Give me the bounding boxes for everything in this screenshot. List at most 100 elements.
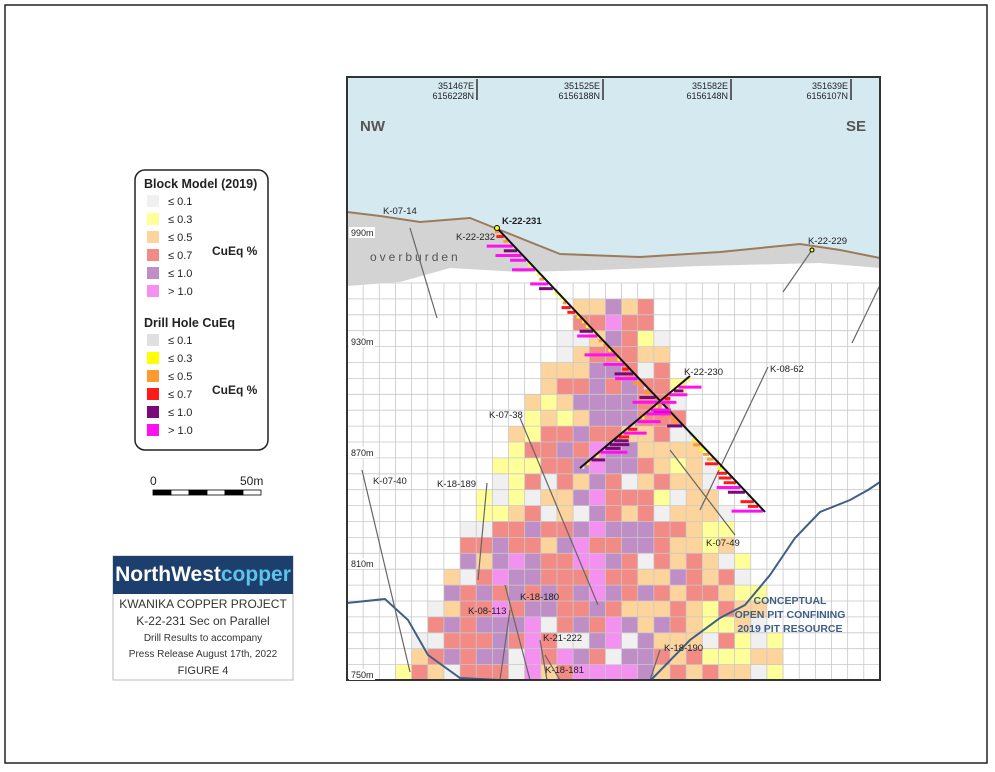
block-cell: [540, 505, 557, 522]
block-cell: [556, 457, 574, 474]
block-cell: [686, 426, 703, 442]
block-cell: [621, 457, 638, 474]
drill-hole-label: K-18-190: [664, 643, 703, 654]
block-cell: [540, 632, 557, 649]
block-cell: [476, 489, 493, 506]
block-cell: [589, 442, 606, 458]
assay-bar: [723, 481, 736, 485]
block-cell: [605, 616, 622, 633]
block-cell: [718, 521, 735, 538]
block-cell: [750, 632, 767, 649]
block-cell: [589, 489, 606, 506]
block-cell: [702, 489, 719, 506]
block-cell: [621, 378, 638, 395]
assay-bar: [727, 490, 745, 494]
assay-bar: [618, 435, 630, 439]
block-cell: [508, 616, 525, 633]
scale-segment: [224, 489, 244, 496]
block-cell: [621, 473, 638, 490]
assay-bar: [717, 471, 728, 475]
logo-band: [113, 556, 293, 594]
block-cell: [702, 537, 719, 554]
block-cell: [492, 664, 509, 680]
assay-bar: [667, 414, 674, 418]
block-cell: [637, 553, 654, 570]
block-cell: [670, 632, 687, 649]
title-line: Drill Results to accompany: [144, 633, 262, 644]
elevation-bg: [349, 227, 375, 238]
block-cell: [637, 473, 654, 490]
block-cell: [637, 601, 654, 617]
block-cell: [605, 505, 622, 522]
block-cell: [686, 521, 703, 538]
block-cell: [718, 632, 735, 649]
legend-swatch: [147, 424, 159, 436]
block-cell: [702, 473, 719, 490]
topography: [347, 211, 880, 259]
block-cell: [395, 664, 412, 680]
legend-unit: CuEq %: [212, 383, 258, 397]
block-cell: [734, 616, 751, 633]
legend-class: ≤ 0.5: [168, 371, 192, 383]
block-cell: [492, 553, 509, 570]
block-cell: [621, 394, 638, 411]
assay-bar: [503, 249, 518, 253]
collar: [494, 225, 500, 231]
legend-title: Block Model (2019): [144, 177, 257, 191]
block-cell: [460, 537, 477, 554]
legend-swatch: [147, 195, 159, 207]
block-cell: [605, 585, 622, 601]
block-cell: [556, 330, 574, 347]
block-cell: [637, 489, 654, 506]
scale-segment: [188, 489, 208, 496]
assay-bar: [669, 393, 688, 397]
block-cell: [686, 553, 703, 570]
block-cell: [702, 601, 719, 617]
block-cell: [653, 489, 670, 506]
block-cell: [540, 569, 557, 586]
legend-class: ≤ 0.1: [168, 196, 192, 208]
assay-bar: [623, 431, 647, 435]
block-cell: [670, 442, 687, 458]
block-cell: [460, 553, 477, 570]
block-cell: [573, 426, 590, 442]
block-cell: [573, 378, 590, 395]
block-cell: [573, 362, 590, 379]
block-cell: [540, 378, 557, 395]
scale-segment: [242, 489, 262, 496]
block-cell: [540, 521, 557, 538]
assay-bar: [693, 443, 701, 447]
assay-bar: [603, 343, 607, 347]
collar: [809, 247, 815, 253]
block-cell: [540, 553, 557, 570]
block-cell: [573, 489, 590, 506]
block-cell: [653, 426, 670, 442]
block-cell: [605, 426, 622, 442]
block-cell: [653, 648, 670, 665]
block-cell: [524, 505, 541, 522]
block-cell: [492, 505, 509, 522]
legend-swatch: [147, 334, 159, 346]
block-cell: [573, 298, 590, 315]
easting: 351525E: [564, 81, 600, 91]
block-cell: [670, 426, 687, 442]
block-cell: [605, 632, 622, 649]
block-cell: [460, 616, 477, 633]
pit-outline: [347, 481, 880, 680]
drill-trace: [361, 469, 411, 673]
block-cell: [427, 632, 444, 649]
block-cell: [540, 585, 557, 601]
block-cell: [605, 378, 622, 395]
assay-bar: [651, 408, 672, 412]
assay-bar: [496, 235, 504, 239]
block-cell: [734, 601, 751, 617]
northing: 6156228N: [432, 91, 474, 101]
block-cell: [508, 521, 525, 538]
block-cell: [653, 378, 670, 395]
block-cell: [670, 537, 687, 554]
assay-bar: [731, 509, 763, 513]
block-cell: [556, 601, 574, 617]
block-cell: [476, 616, 493, 633]
block-cell: [476, 632, 493, 649]
